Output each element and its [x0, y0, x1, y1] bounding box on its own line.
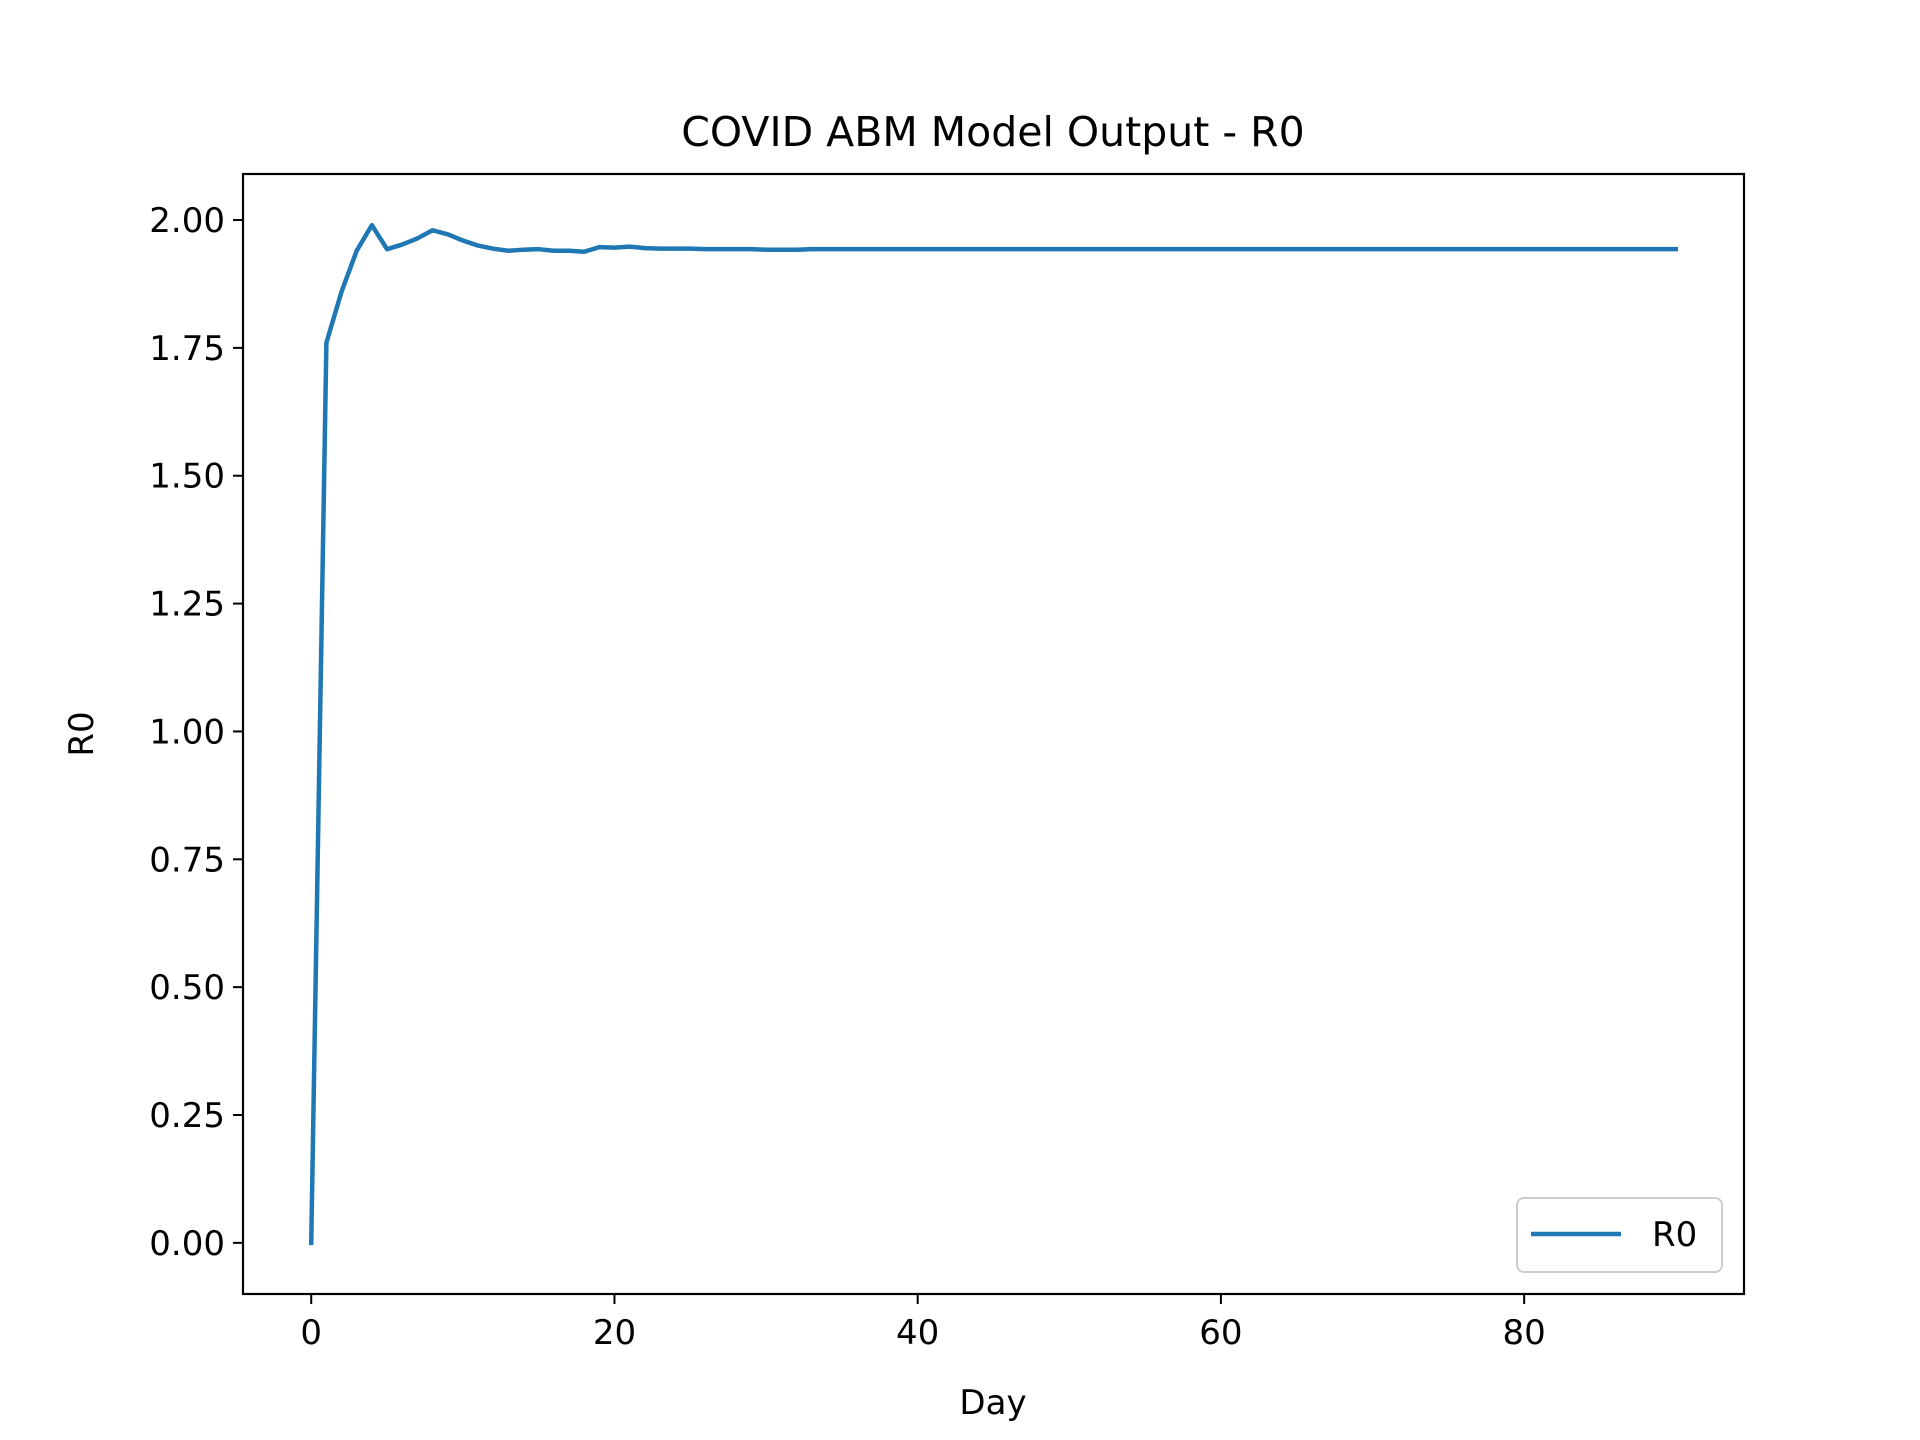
y-tick-label: 1.25 [149, 585, 225, 625]
legend: R0 [1516, 1197, 1723, 1273]
y-axis-title: R0 [62, 711, 102, 756]
series-line-r0 [308, 222, 1679, 1246]
x-tick-label: 0 [300, 1313, 322, 1353]
x-tick-label: 80 [1503, 1313, 1546, 1353]
axes-frame [241, 172, 1746, 1296]
series-layer [308, 222, 1679, 1246]
y-tick-label: 0.25 [149, 1096, 225, 1136]
plot-area [241, 172, 1746, 1296]
y-tick-label: 0.75 [149, 840, 225, 880]
x-tick-label: 20 [593, 1313, 636, 1353]
y-tick-label: 1.50 [149, 457, 225, 497]
legend-label-r0: R0 [1652, 1215, 1697, 1255]
y-tick-label: 1.00 [149, 712, 225, 752]
x-tick-label: 40 [896, 1313, 939, 1353]
chart-title: COVID ABM Model Output - R0 [681, 108, 1305, 156]
y-axis: 0.00 0.25 0.50 0.75 1.00 1.25 1.50 1.75 2.00 [149, 201, 243, 1264]
x-axis: 0 20 40 60 80 [300, 1294, 1546, 1353]
y-tick-label: 2.00 [149, 201, 225, 241]
x-tick-label: 60 [1199, 1313, 1242, 1353]
y-tick-label: 0.50 [149, 968, 225, 1008]
y-tick-label: 1.75 [149, 329, 225, 369]
y-tick-label: 0.00 [149, 1224, 225, 1264]
x-axis-title: Day [959, 1383, 1026, 1423]
